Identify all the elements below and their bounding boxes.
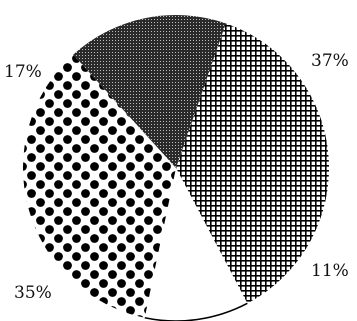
slice-label-1: 37% bbox=[311, 51, 349, 71]
slice-label-3: 35% bbox=[14, 283, 52, 303]
pie-slice-outline bbox=[144, 302, 248, 321]
pie-slice-1 bbox=[176, 23, 329, 304]
pie-slices bbox=[23, 15, 329, 321]
slice-label-2: 11% bbox=[311, 261, 349, 281]
pie-labels: 37% 11% 35% 17% bbox=[4, 51, 349, 303]
pie-slice-3 bbox=[23, 54, 177, 318]
slice-label-4: 17% bbox=[4, 62, 42, 82]
pie-slice-4 bbox=[73, 15, 226, 168]
pie-slice-2 bbox=[144, 168, 248, 321]
